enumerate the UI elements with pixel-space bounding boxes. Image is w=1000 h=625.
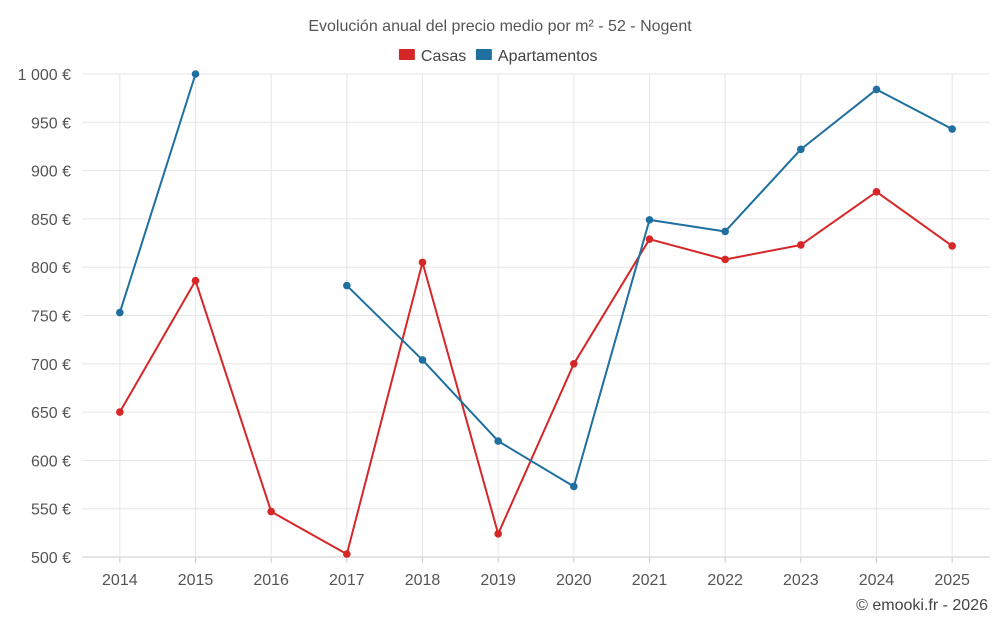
data-point-1-9[interactable] [797,145,805,154]
data-point-1-10[interactable] [872,85,881,94]
series-1 [116,70,956,491]
y-tick-label: 600 € [31,453,71,470]
data-point-0-3[interactable] [343,550,351,558]
legend-label-0[interactable]: Casas [421,48,466,65]
x-tick-label: 2019 [480,572,516,589]
data-point-1-3[interactable] [343,281,351,290]
y-tick-label: 1 000 € [18,67,71,84]
x-tick-label: 2014 [102,572,138,589]
series-0 [116,188,956,558]
x-tick-label: 2021 [632,572,668,589]
data-point-0-5[interactable] [494,530,502,538]
data-point-0-2[interactable] [267,507,275,516]
y-tick-label: 800 € [31,260,71,277]
data-point-0-1[interactable] [191,276,200,285]
data-point-0-8[interactable] [721,255,729,264]
x-tick-label: 2016 [253,572,289,589]
x-tick-label: 2018 [405,572,441,589]
data-point-0-6[interactable] [570,360,578,368]
x-tick-label: 2024 [859,572,895,589]
y-tick-label: 950 € [31,115,71,132]
data-point-1-7[interactable] [645,216,654,224]
y-tick-label: 850 € [31,212,71,229]
x-tick-label: 2017 [329,572,365,589]
data-point-1-0[interactable] [116,308,124,317]
y-axis-ticks: 500 € 550 € 600 € 650 € 700 € 750 € 800 € 850 €… [18,67,71,567]
y-tick-label: 500 € [31,550,71,567]
legend-label-1[interactable]: Apartamentos [498,48,598,65]
data-point-1-11[interactable] [948,125,956,133]
x-tick-label: 2023 [783,572,819,589]
y-tick-label: 550 € [31,502,71,519]
x-tick-label: 2022 [707,572,743,589]
data-point-1-6[interactable] [570,482,578,491]
data-point-0-9[interactable] [797,241,805,249]
x-tick-label: 2020 [556,572,592,589]
legend-swatch-1[interactable] [475,49,492,60]
data-point-0-0[interactable] [116,408,124,416]
data-point-1-5[interactable] [494,437,502,445]
data-point-1-8[interactable] [721,227,729,236]
x-gridlines [119,74,953,557]
series-line-0 [118,190,953,556]
data-point-1-4[interactable] [418,356,427,364]
y-tick-label: 750 € [31,309,71,326]
series-line-1 [118,73,197,313]
legend-swatch-0[interactable] [398,49,415,60]
y-gridlines [82,73,990,558]
chart-title: Evolución anual del precio medio por m² … [308,18,692,35]
y-tick-label: 900 € [31,164,71,181]
data-point-0-10[interactable] [872,188,881,196]
series-layer [116,70,956,558]
credit-text: © emooki.fr - 2026 [856,597,988,614]
data-point-0-4[interactable] [418,258,427,267]
x-axis-ticks: 2014 2015 2016 2017 2018 2019 2020 2021 2022 2023… [102,557,970,589]
y-tick-label: 650 € [31,405,71,422]
data-point-1-1[interactable] [191,70,200,78]
x-tick-label: 2015 [178,572,214,589]
data-point-0-7[interactable] [645,235,654,243]
x-tick-label: 2025 [934,572,970,589]
y-tick-label: 700 € [31,357,71,374]
legend: Casas Apartamentos [398,48,598,65]
data-point-0-11[interactable] [948,242,956,250]
